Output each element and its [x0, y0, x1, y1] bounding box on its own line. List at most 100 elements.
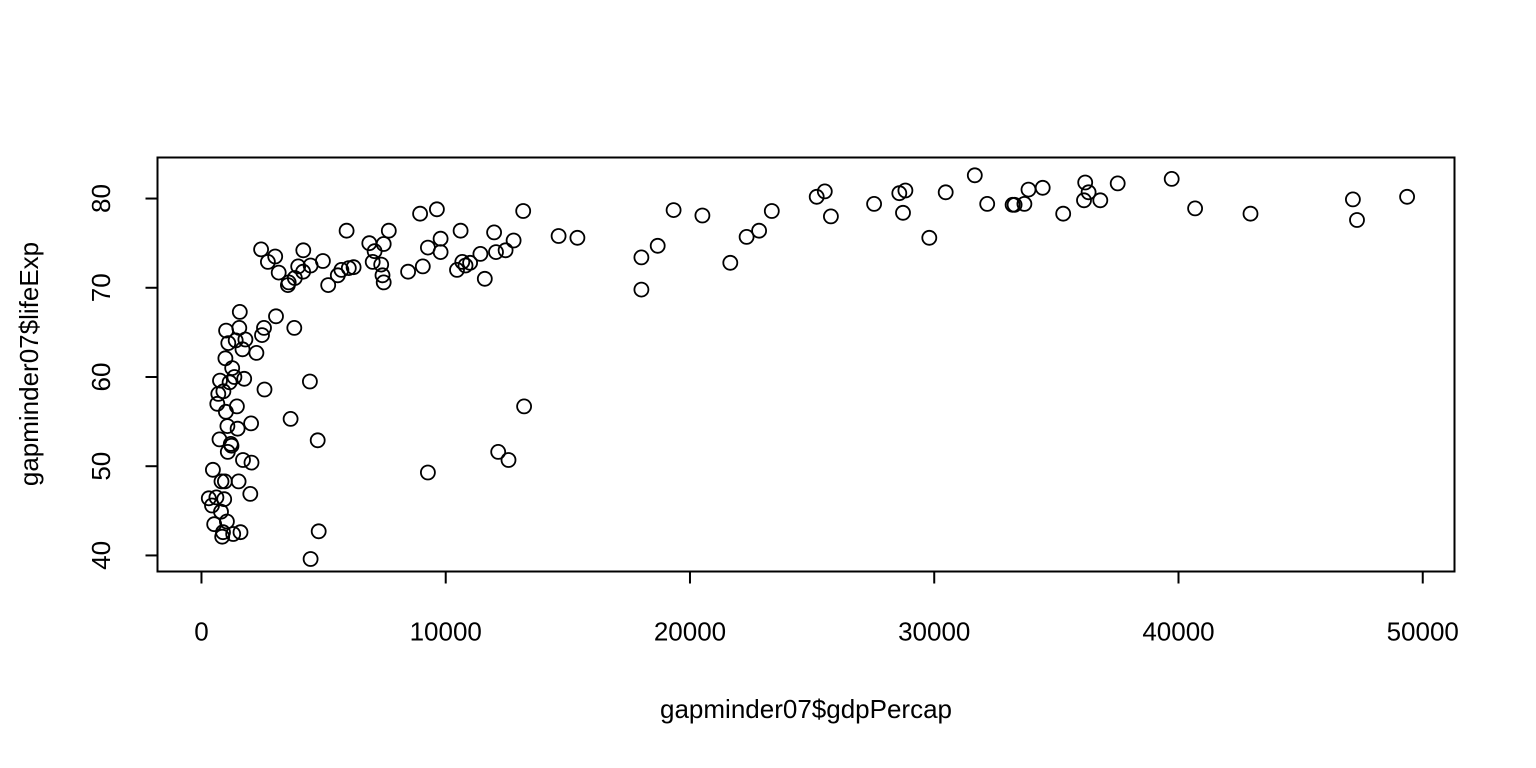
data-point [490, 443, 507, 460]
data-point [428, 201, 445, 218]
x-tick-label: 20000 [654, 617, 726, 647]
data-point [419, 464, 436, 481]
data-point [243, 415, 260, 432]
data-point [212, 372, 228, 389]
data-point [314, 253, 331, 269]
data-point [320, 277, 337, 294]
data-point [1055, 205, 1072, 222]
data-point [286, 319, 303, 336]
data-point [505, 232, 522, 249]
data-point [897, 182, 914, 199]
data-point [449, 261, 465, 278]
x-tick-label: 40000 [1142, 617, 1214, 647]
data-point [237, 331, 254, 348]
data-point [242, 485, 259, 502]
data-point [224, 360, 241, 377]
data-point [569, 229, 586, 246]
data-point [1080, 184, 1097, 201]
data-point [414, 258, 431, 275]
y-axis: 40 50 60 70 80 [86, 184, 159, 570]
x-tick-label: 0 [194, 617, 208, 647]
data-point [966, 167, 983, 184]
data-point [364, 253, 381, 270]
data-point [209, 395, 226, 412]
data-point [1076, 192, 1092, 209]
data-point [866, 195, 882, 212]
data-point [633, 249, 650, 266]
data-point [1163, 170, 1180, 187]
data-point [412, 205, 429, 222]
data-point [282, 410, 299, 427]
data-point [1399, 188, 1415, 205]
data-point [216, 473, 233, 490]
data-point [248, 344, 265, 361]
data-point [230, 473, 247, 490]
y-tick-label: 60 [86, 363, 116, 392]
data-point [267, 248, 284, 265]
data-point [515, 203, 532, 219]
data-point [223, 437, 240, 454]
data-point [254, 327, 270, 344]
data-point [295, 242, 312, 259]
data-point [375, 236, 392, 252]
y-tick-label: 80 [86, 184, 116, 213]
x-axis: 0 10000 20000 30000 40000 50000 [194, 570, 1459, 647]
data-point [253, 241, 270, 258]
x-tick-label: 10000 [410, 617, 482, 647]
y-tick-label: 40 [86, 541, 116, 570]
data-point [256, 319, 272, 336]
plot-frame [156, 156, 1456, 573]
data-point [1016, 195, 1033, 212]
data-point [236, 370, 253, 387]
data-point [1187, 200, 1203, 217]
data-point [488, 244, 504, 261]
data-point [1345, 191, 1361, 208]
data-point [895, 204, 911, 221]
data-point [432, 230, 449, 247]
data-point [345, 259, 362, 276]
data-points [200, 167, 1415, 567]
data-point [243, 454, 260, 471]
data-point [228, 398, 245, 415]
data-point [231, 303, 248, 320]
data-point [373, 256, 390, 273]
x-tick-label: 50000 [1387, 617, 1459, 647]
data-point [400, 263, 417, 280]
data-point [217, 350, 234, 367]
data-point [808, 188, 825, 205]
y-tick-label: 70 [86, 273, 116, 302]
data-point [333, 261, 350, 278]
x-axis-title: gapminder07$gdpPercap [660, 694, 952, 724]
data-point [301, 373, 318, 390]
data-point [516, 398, 532, 415]
data-point [302, 551, 319, 567]
data-point [738, 228, 755, 245]
data-point [338, 222, 355, 239]
data-point [215, 524, 231, 541]
data-point [220, 335, 237, 352]
x-tick-label: 30000 [898, 617, 970, 647]
y-axis-title: gapminder07$lifeExp [14, 242, 44, 486]
data-point [500, 452, 517, 468]
data-point [256, 381, 273, 398]
data-point [229, 420, 246, 437]
data-point [226, 369, 243, 385]
data-point [218, 513, 235, 530]
data-point [1242, 205, 1259, 222]
data-point [219, 418, 236, 435]
data-point [979, 195, 996, 212]
data-point [452, 222, 469, 239]
data-point [374, 267, 391, 284]
y-tick-label: 50 [86, 452, 116, 481]
data-point [200, 490, 217, 507]
data-point [550, 228, 567, 244]
data-point [694, 207, 711, 224]
data-point [472, 245, 489, 262]
data-point [204, 461, 221, 478]
data-point [937, 184, 954, 201]
data-point [309, 432, 326, 449]
data-point [310, 523, 327, 540]
data-point [1020, 181, 1037, 198]
data-point [208, 489, 225, 506]
